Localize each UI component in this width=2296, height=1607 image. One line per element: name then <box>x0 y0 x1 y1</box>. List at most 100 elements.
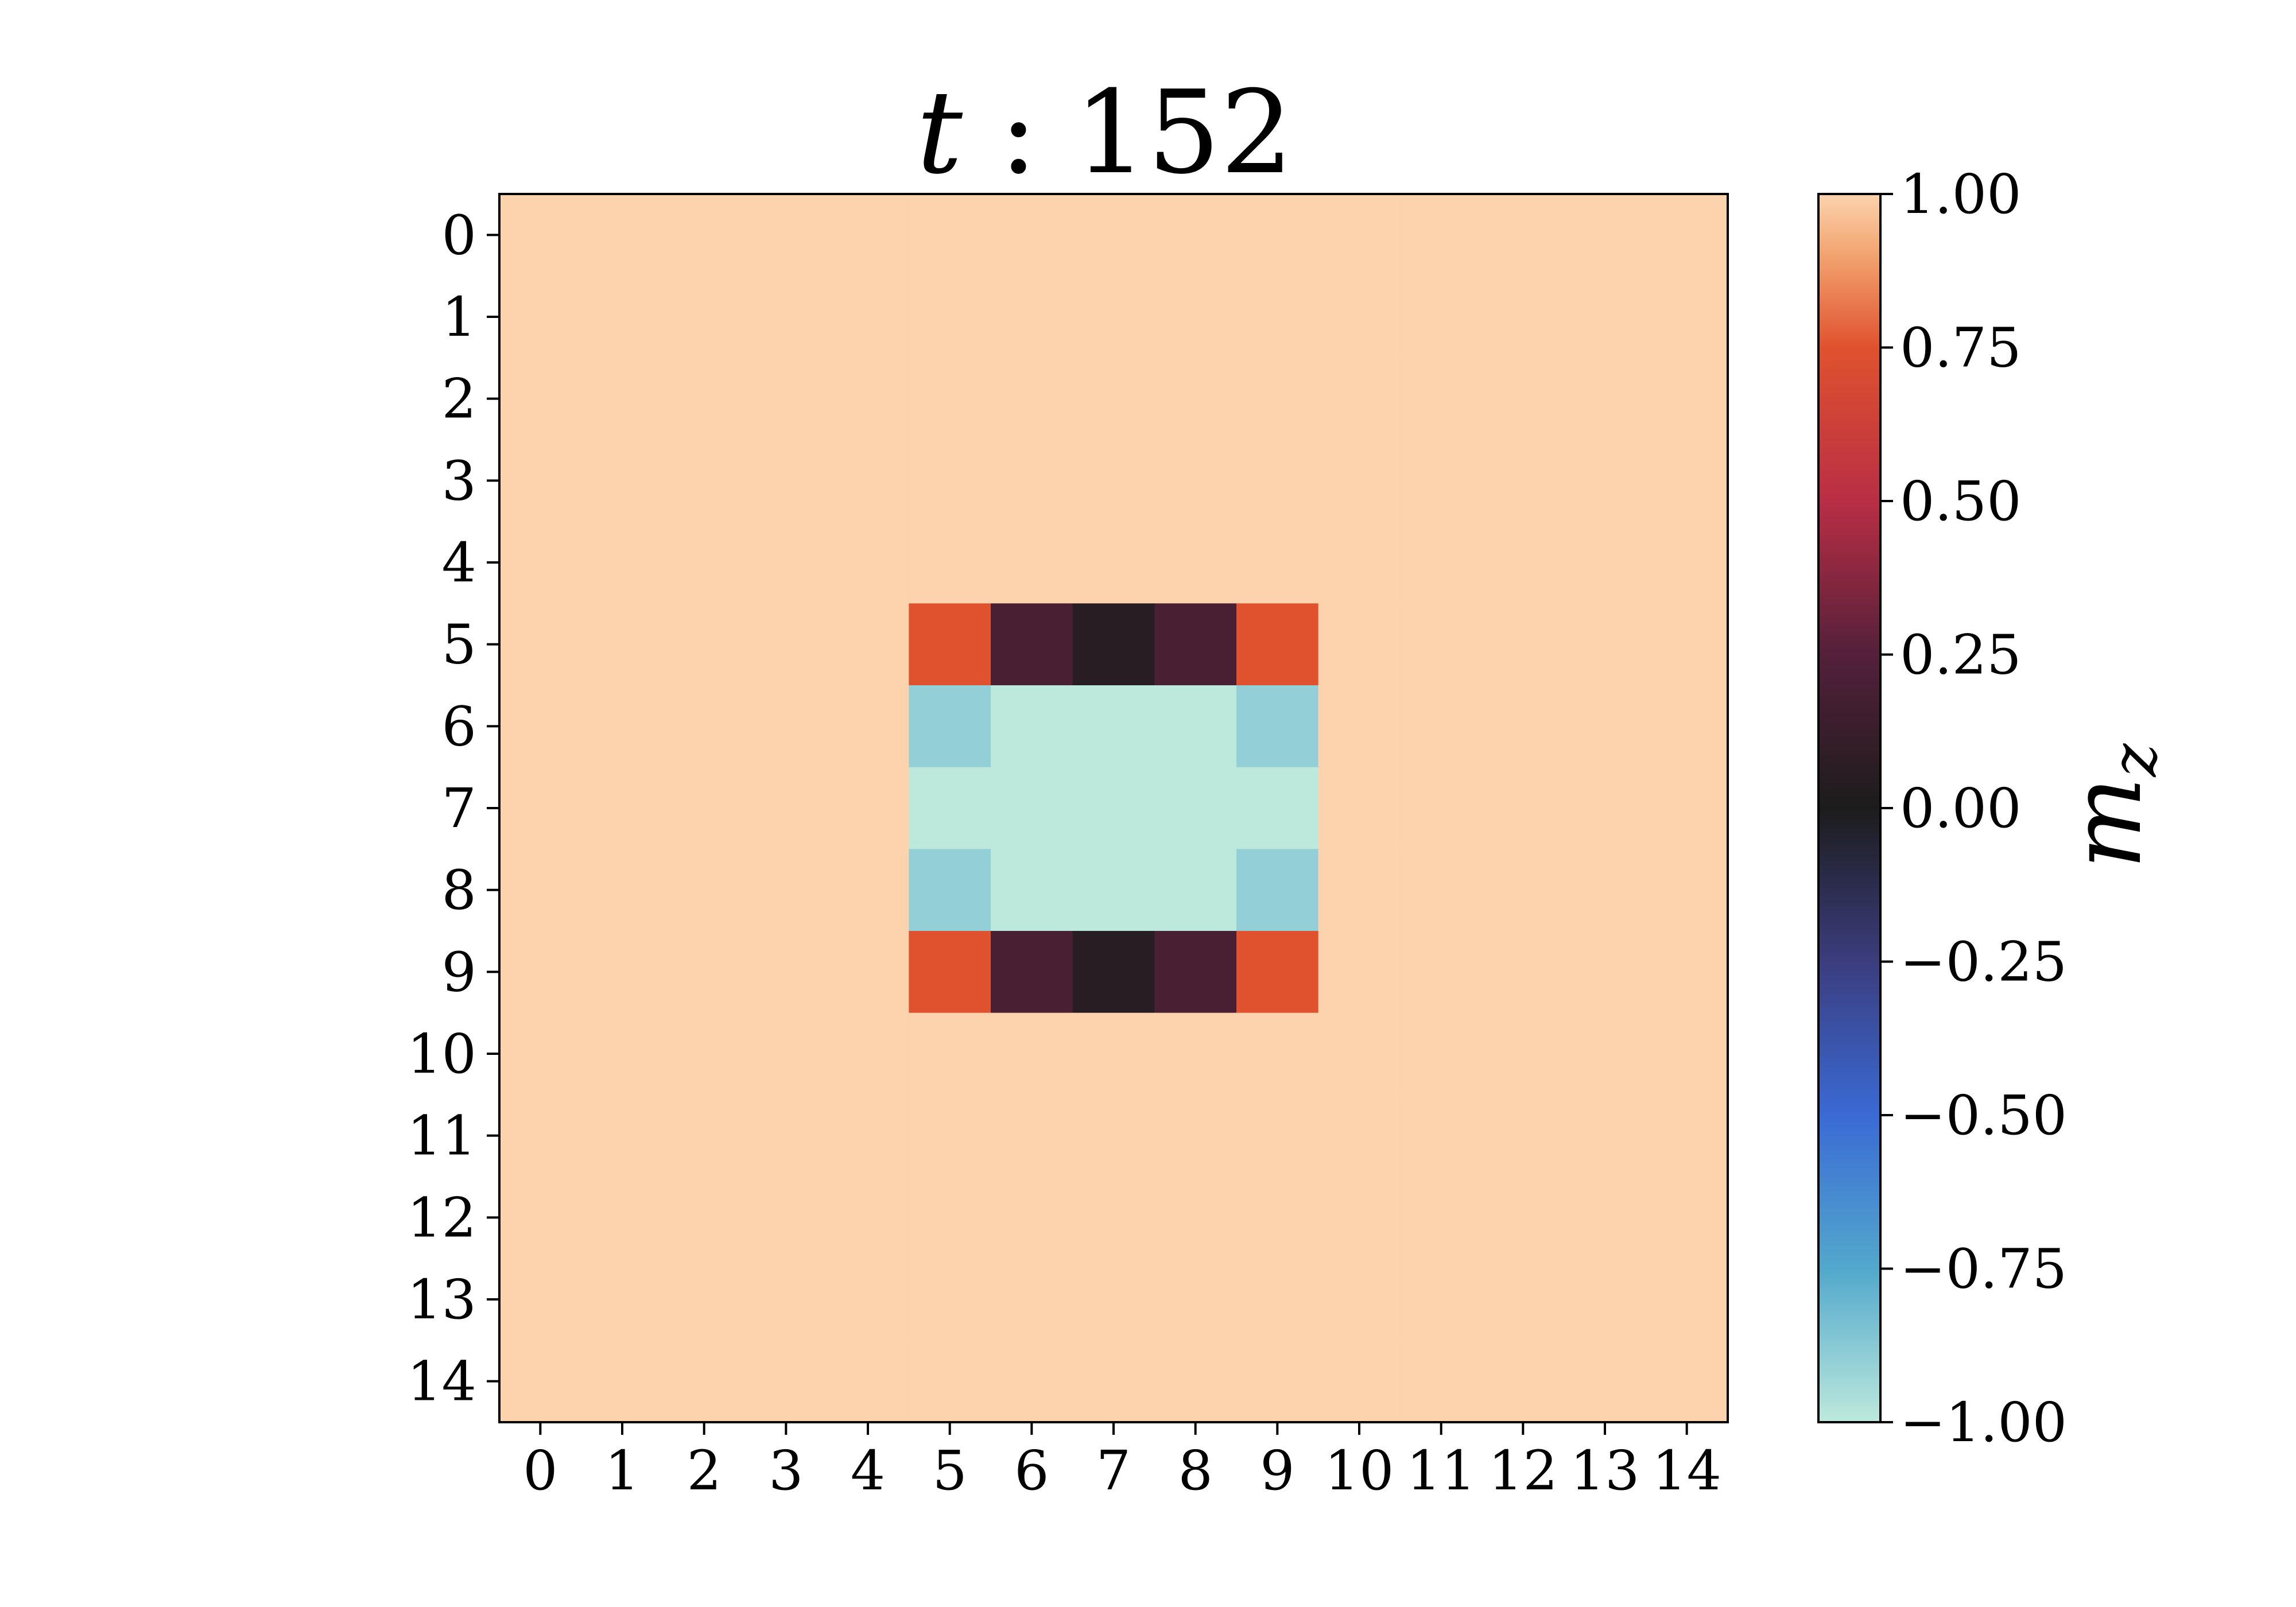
heatmap-cell <box>1072 194 1155 277</box>
heatmap-cell <box>1072 440 1155 522</box>
heatmap-cell <box>827 1012 909 1095</box>
heatmap-cell <box>1154 440 1237 522</box>
x-tick-label: 11 <box>1406 1439 1476 1503</box>
heatmap-cell <box>1072 1340 1155 1423</box>
heatmap-cell <box>1646 521 1728 604</box>
heatmap-cell <box>499 931 582 1014</box>
heatmap-cell <box>663 1177 746 1259</box>
x-tick-label: 3 <box>769 1439 803 1503</box>
heatmap-cell <box>581 194 664 277</box>
y-tick-label: 8 <box>442 859 476 922</box>
heatmap-cell <box>991 275 1073 358</box>
heatmap-cell <box>1072 521 1155 604</box>
heatmap-cell <box>1236 1177 1319 1259</box>
heatmap-cell <box>1646 1258 1728 1341</box>
heatmap-cell <box>745 358 828 440</box>
x-tick-label: 5 <box>932 1439 967 1503</box>
heatmap-cell <box>1236 767 1319 849</box>
heatmap-cell <box>581 931 664 1014</box>
x-tick-label: 12 <box>1488 1439 1558 1503</box>
x-tick-label: 7 <box>1096 1439 1131 1503</box>
heatmap-cell <box>663 1094 746 1177</box>
heatmap-cell <box>745 1094 828 1177</box>
heatmap-cell <box>1482 603 1565 686</box>
heatmap-cell <box>581 849 664 931</box>
y-tick-label: 6 <box>442 695 476 758</box>
heatmap-cell <box>745 767 828 849</box>
colorbar-tick-label: 0.00 <box>1900 777 2022 840</box>
heatmap-cell <box>909 849 991 931</box>
title-variable: t <box>917 66 963 200</box>
heatmap-cell <box>1154 685 1237 768</box>
heatmap-cell <box>1154 931 1237 1014</box>
x-axis: 0 1 2 3 4 5 6 7 8 9 10 11 12 13 14 <box>523 1422 1721 1503</box>
heatmap-cell <box>1482 275 1565 358</box>
x-tick-label: 0 <box>523 1439 557 1503</box>
heatmap-cell <box>581 1094 664 1177</box>
heatmap-cell <box>499 1258 582 1341</box>
heatmap-cell <box>1646 1340 1728 1423</box>
heatmap-cell <box>1400 440 1483 522</box>
heatmap-cell <box>1318 1340 1401 1423</box>
colorbar-tick-label: −0.25 <box>1900 931 2067 994</box>
heatmap-cell <box>499 849 582 931</box>
y-tick-label: 14 <box>407 1350 476 1414</box>
heatmap-cell <box>1318 521 1401 604</box>
heatmap-cell <box>1154 1258 1237 1341</box>
heatmap-cell <box>1400 358 1483 440</box>
heatmap-cell <box>663 767 746 849</box>
colorbar-label-sub: z <box>2097 743 2171 778</box>
heatmap-cell <box>909 1258 991 1341</box>
colorbar-axis: 1.00 0.75 0.50 0.25 0.00 −0.25 −0.50 −0.75 −1.00 <box>1880 163 2067 1454</box>
heatmap-cell <box>1318 603 1401 686</box>
heatmap-cell <box>745 931 828 1014</box>
heatmap-cell <box>1072 1094 1155 1177</box>
heatmap-cell <box>1564 1258 1646 1341</box>
heatmap-cell <box>909 521 991 604</box>
heatmap-cell <box>827 1094 909 1177</box>
heatmap-cell <box>1154 1012 1237 1095</box>
heatmap-cell <box>1072 358 1155 440</box>
heatmap-cell <box>1154 767 1237 849</box>
heatmap-cell <box>991 1340 1073 1423</box>
heatmap-cell <box>745 440 828 522</box>
y-tick-label: 9 <box>442 941 476 1004</box>
heatmap-cell <box>581 521 664 604</box>
heatmap-cell <box>499 521 582 604</box>
heatmap-cell <box>1154 194 1237 277</box>
heatmap-cell <box>1564 685 1646 768</box>
heatmap-cell <box>1236 275 1319 358</box>
y-tick-label: 5 <box>442 614 476 677</box>
y-tick-label: 11 <box>407 1105 476 1168</box>
heatmap-cell <box>909 685 991 768</box>
heatmap-cell <box>581 358 664 440</box>
heatmap-cell <box>1154 1177 1237 1259</box>
heatmap-cell <box>663 1012 746 1095</box>
heatmap-cell <box>827 1177 909 1259</box>
heatmap-cell <box>1400 521 1483 604</box>
heatmap-cell <box>991 767 1073 849</box>
heatmap-cell <box>1154 603 1237 686</box>
heatmap-cell <box>1154 275 1237 358</box>
heatmap-cell <box>1400 931 1483 1014</box>
heatmap-cell <box>1154 1340 1237 1423</box>
heatmap-cell <box>581 685 664 768</box>
x-tick-label: 14 <box>1652 1439 1721 1503</box>
heatmap-cell <box>581 603 664 686</box>
heatmap-cell <box>991 1258 1073 1341</box>
heatmap-cell <box>1236 194 1319 277</box>
heatmap-cell <box>827 194 909 277</box>
heatmap-cell <box>1236 521 1319 604</box>
heatmap-cell <box>1318 1258 1401 1341</box>
heatmap-cell <box>827 767 909 849</box>
heatmap-cell <box>909 767 991 849</box>
heatmap-cell <box>909 1177 991 1259</box>
heatmap-cell <box>1154 521 1237 604</box>
heatmap-cell <box>1318 275 1401 358</box>
heatmap-cell <box>1072 685 1155 768</box>
y-tick-label: 7 <box>442 777 476 840</box>
heatmap-cell <box>1072 275 1155 358</box>
heatmap-cell <box>581 1012 664 1095</box>
heatmap-cell <box>1564 1094 1646 1177</box>
